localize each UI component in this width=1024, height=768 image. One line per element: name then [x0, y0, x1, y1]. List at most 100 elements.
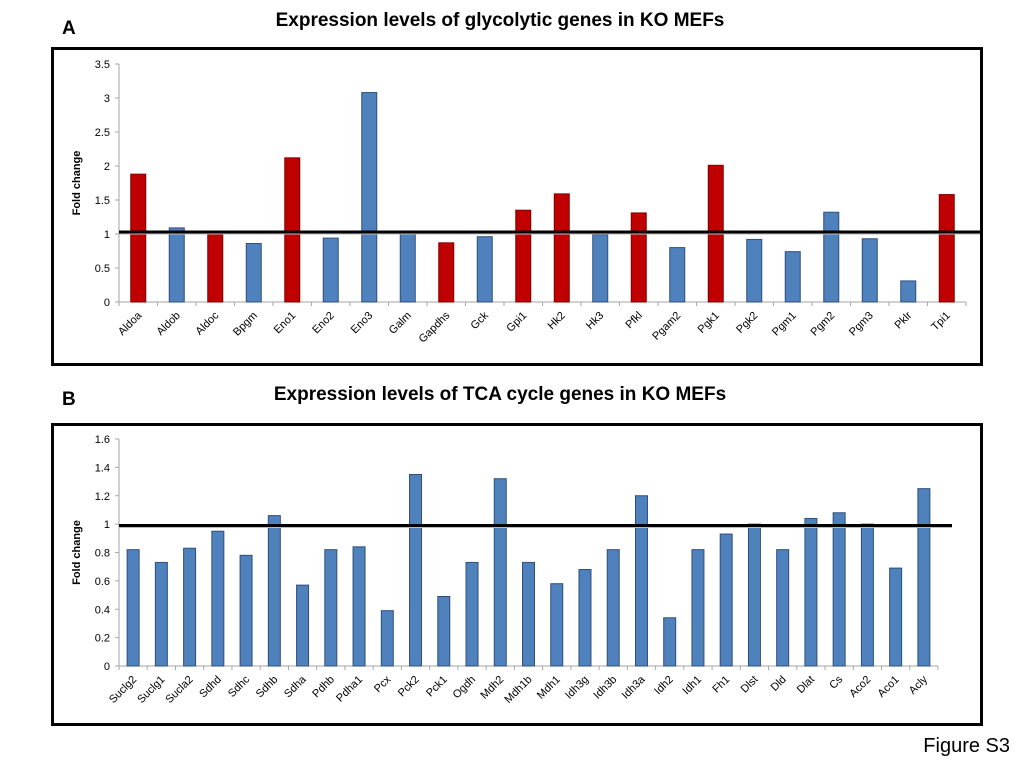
bar-idh3a [634, 495, 648, 667]
bar-pgm3 [861, 238, 878, 303]
bar-bpgm [245, 243, 262, 303]
x-tick-label: Mdh1b [502, 674, 534, 706]
chart-frame-a [51, 47, 983, 366]
x-tick-label: Idh1 [680, 674, 704, 698]
y-tick-label-a: 0 [104, 297, 110, 309]
bar-ogdh [465, 561, 479, 667]
bar-idh1 [691, 549, 705, 667]
bar-mdh1b [522, 561, 535, 667]
bar-gpi1 [515, 209, 532, 303]
x-tick-label: Idh3b [591, 674, 619, 702]
bar-pck2 [409, 473, 423, 667]
y-axis-label-b: Fold change [71, 520, 83, 585]
y-tick-label-a: 1.5 [95, 195, 110, 207]
bar-pgk2 [746, 238, 763, 303]
y-tick-label-b: 0.4 [95, 604, 110, 616]
bar-sdha [296, 584, 310, 667]
x-tick-label: Pdhb [310, 674, 337, 701]
x-tick-label: Sdhc [226, 673, 253, 700]
x-tick-label: Pck1 [424, 674, 450, 700]
x-tick-label: Sdhd [197, 674, 224, 701]
bar-idh2 [663, 617, 677, 667]
x-tick-label: Pgm1 [770, 310, 799, 339]
x-tick-label: Tpi1 [929, 310, 953, 334]
y-tick-label-a: 0.5 [95, 263, 110, 275]
x-tick-label: Sucla2 [163, 674, 195, 706]
x-tick-label: Sdha [282, 673, 309, 700]
panel-letter-b: B [62, 389, 76, 410]
x-tick-label: Aldoc [193, 309, 221, 337]
bar-pdhb [324, 549, 338, 667]
x-tick-label: Dlst [739, 674, 761, 696]
bar-mdh1 [550, 583, 564, 667]
bar-mdh2 [493, 478, 507, 667]
x-tick-label: Aco1 [876, 674, 902, 700]
x-tick-label: Aldoa [116, 309, 145, 338]
bar-acly [917, 488, 931, 667]
bar-sdhd [211, 530, 225, 667]
x-tick-label: Eno3 [349, 310, 376, 337]
y-tick-label-b: 0 [104, 661, 110, 673]
bar-sdhc [239, 554, 253, 667]
y-tick-label-a: 2 [104, 161, 110, 173]
bar-idh3g [578, 569, 592, 667]
x-tick-label: Gck [469, 309, 492, 332]
bar-dld [776, 549, 790, 667]
y-tick-label-a: 3 [104, 93, 110, 105]
x-tick-label: Ogdh [451, 674, 479, 702]
bar-eno2 [322, 237, 339, 303]
x-tick-label: Pklr [892, 309, 914, 331]
x-tick-label: Pcx [372, 673, 394, 695]
chart-frame-b [51, 423, 983, 726]
chart-title-b: Expression levels of TCA cycle genes in … [273, 384, 727, 405]
bar-aco1 [889, 567, 903, 667]
x-tick-label: Eno1 [272, 310, 299, 337]
bar-tpi1 [938, 194, 955, 303]
x-tick-label: Hk3 [584, 310, 606, 332]
chart-title-a: Expression levels of glycolytic genes in… [275, 10, 725, 31]
x-tick-label: Galm [387, 310, 414, 337]
bar-idh3b [606, 549, 620, 667]
bar-dlst [747, 523, 761, 667]
x-tick-label: Eno2 [310, 310, 337, 337]
bar-aldoc [207, 231, 224, 303]
x-tick-label: Aldob [154, 310, 182, 338]
bar-sucla2 [183, 547, 197, 667]
bar-dlat [804, 517, 818, 667]
x-tick-label: Suclg1 [135, 674, 167, 706]
bar-suclg2 [126, 549, 140, 667]
x-tick-label: Idh2 [652, 674, 676, 698]
x-tick-label: Sdhb [254, 674, 281, 701]
x-tick-label: Fh1 [710, 674, 732, 696]
y-tick-label-b: 1.6 [95, 434, 110, 446]
bar-aldoa [130, 173, 147, 303]
x-tick-label: Dlat [795, 674, 817, 696]
x-tick-label: Idh3g [563, 674, 591, 702]
bar-hk3 [592, 234, 609, 303]
x-tick-label: Pck2 [396, 674, 422, 700]
x-tick-label: Pdha1 [334, 674, 365, 705]
y-tick-label-b: 1.4 [95, 462, 110, 474]
x-tick-label: Mdh1 [535, 674, 563, 702]
x-tick-label: Cs [827, 673, 845, 691]
x-tick-label: Acly [907, 673, 931, 697]
bar-pck1 [437, 595, 451, 667]
x-tick-label: Idh3a [620, 673, 649, 702]
x-tick-label: Pgm2 [809, 310, 838, 339]
x-tick-label: Dld [769, 674, 789, 694]
y-tick-label-b: 0.2 [95, 633, 110, 645]
bar-hk2 [553, 193, 570, 303]
bar-pfkl [630, 212, 647, 303]
x-tick-label: Pfkl [623, 310, 644, 331]
x-tick-label: Gapdhs [417, 309, 453, 345]
x-tick-label: Suclg2 [107, 674, 139, 706]
bar-cs [832, 512, 846, 667]
x-tick-label: Bpgm [231, 310, 260, 339]
x-tick-label: Gpi1 [504, 310, 529, 335]
bar-pgm1 [784, 251, 801, 303]
x-tick-label: Pgk2 [734, 310, 760, 336]
bar-galm [399, 232, 416, 303]
bar-pklr [900, 280, 917, 303]
y-tick-label-a: 3.5 [95, 59, 110, 71]
bar-pgm2 [823, 211, 840, 303]
